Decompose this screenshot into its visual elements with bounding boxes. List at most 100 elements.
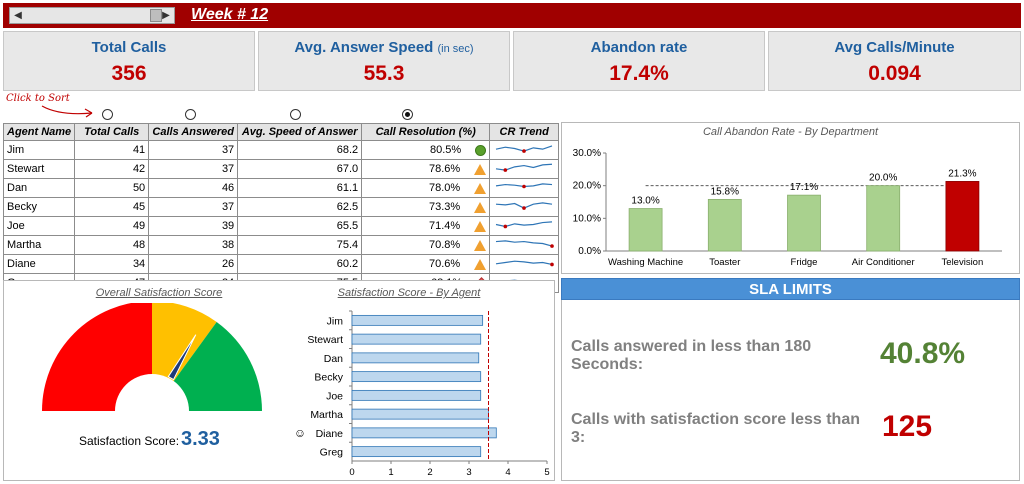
cr-trend-sparkline bbox=[496, 221, 553, 229]
week-label: Week # 12 bbox=[191, 6, 269, 23]
agent-label: Becky bbox=[314, 372, 343, 384]
kpi-label: Total Calls bbox=[91, 39, 167, 56]
abandon-chart-title: Call Abandon Rate - By Department bbox=[702, 126, 879, 138]
agent-bar-greg bbox=[351, 446, 482, 458]
kpi-label: Avg Calls/Minute bbox=[834, 39, 955, 56]
total-calls-cell: 50 bbox=[74, 178, 150, 198]
bar-television bbox=[945, 181, 980, 252]
cr-trend-sparkline bbox=[496, 240, 554, 248]
bar-fridge bbox=[787, 194, 821, 252]
status-yellow-icon bbox=[474, 182, 487, 194]
agent-name-cell: Joe bbox=[2, 216, 76, 236]
click-to-sort-hint: Click to Sort bbox=[6, 93, 70, 104]
x-tick-label: 3 bbox=[466, 467, 471, 478]
call-resolution-value: 70.8% bbox=[428, 239, 461, 251]
kpi-sublabel: (in sec) bbox=[437, 43, 474, 55]
cr-trend-sparkline bbox=[496, 202, 553, 210]
kpi-label: Abandon rate bbox=[590, 39, 688, 56]
sort-radio-call-resolution[interactable] bbox=[402, 109, 413, 120]
calls-answered-cell: 39 bbox=[148, 216, 239, 236]
kpi-value: 55.3 bbox=[363, 62, 405, 85]
x-tick-label: 2 bbox=[427, 467, 432, 478]
cr-trend-sparkline bbox=[496, 145, 553, 153]
agent-label: Jim bbox=[327, 315, 344, 327]
agent-bar-jim bbox=[351, 314, 484, 326]
scroll-left-arrow-icon[interactable]: ◀ bbox=[14, 10, 22, 21]
agent-name-cell: Martha bbox=[2, 235, 76, 255]
calls-answered-cell: 26 bbox=[148, 254, 239, 274]
sort-radio-calls-answered[interactable] bbox=[185, 109, 196, 120]
total-calls-cell: 48 bbox=[74, 235, 150, 255]
cr-trend-cell bbox=[489, 235, 560, 255]
sla-title: SLA LIMITS bbox=[561, 278, 1020, 300]
agent-label: Dan bbox=[324, 353, 343, 365]
agent-label: Diane bbox=[316, 428, 344, 440]
kpi-value: 0.094 bbox=[868, 62, 921, 85]
avg-speed-cell: 61.1 bbox=[237, 178, 363, 198]
x-tick-label: 5 bbox=[544, 467, 549, 478]
total-calls-cell: 41 bbox=[74, 140, 150, 160]
category-label: Toaster bbox=[709, 257, 740, 268]
gauge-red-zone bbox=[42, 303, 152, 411]
agent-bar-martha bbox=[351, 408, 489, 420]
call-resolution-value: 78.0% bbox=[428, 182, 461, 194]
gauge-hub bbox=[115, 374, 189, 411]
agent-bar-dan bbox=[351, 352, 480, 364]
table-row: Diane 34 26 60.2 70.6% bbox=[2, 254, 560, 274]
scroll-thumb[interactable] bbox=[150, 9, 162, 22]
calls-answered-cell: 37 bbox=[148, 140, 239, 160]
calls-answered-cell: 37 bbox=[148, 159, 239, 179]
status-yellow-icon bbox=[474, 239, 487, 251]
bar-washing-machine bbox=[628, 208, 663, 252]
table-row: Stewart 42 37 67.0 78.6% bbox=[2, 159, 560, 179]
smiley-icon: ☺ bbox=[294, 426, 306, 440]
total-calls-cell: 45 bbox=[74, 197, 150, 217]
column-header-call-resolution: Call Resolution (%) bbox=[361, 123, 491, 141]
table-row: Jim 41 37 68.2 80.5% bbox=[2, 140, 560, 160]
agent-name-cell: Dan bbox=[2, 178, 76, 198]
bar-value-label: 21.3% bbox=[948, 168, 976, 179]
cr-trend-cell bbox=[489, 178, 560, 198]
table-row: Dan 50 46 61.1 78.0% bbox=[2, 178, 560, 198]
calls-answered-cell: 38 bbox=[148, 235, 239, 255]
abandon-rate-chart: 0.0% 10.0% 20.0% 30.0% 13.0% Washing Machine 1… bbox=[573, 148, 1002, 268]
call-resolution-cell: 70.8% bbox=[361, 235, 491, 255]
agent-table: Agent Name Total Calls Calls Answered Av… bbox=[2, 123, 560, 293]
gauge-title: Overall Satisfaction Score bbox=[95, 287, 223, 299]
sort-radio-total-calls[interactable] bbox=[102, 109, 113, 120]
cr-trend-cell bbox=[489, 140, 560, 160]
call-resolution-value: 71.4% bbox=[428, 220, 461, 232]
sla-low-satisfaction-value: 125 bbox=[882, 410, 933, 443]
column-header-agent-name: Agent Name bbox=[2, 123, 76, 141]
agent-label: Martha bbox=[310, 409, 343, 421]
avg-speed-cell: 67.0 bbox=[237, 159, 363, 179]
status-yellow-icon bbox=[474, 201, 487, 213]
agent-name-cell: Jim bbox=[2, 140, 76, 160]
kpi-card-avg-calls-per-minute: Avg Calls/Minute 0.094 bbox=[768, 31, 1021, 91]
kpi-card-abandon-rate: Abandon rate 17.4% bbox=[513, 31, 765, 91]
week-header-bar: ◀ ▶ Week # 12 bbox=[3, 3, 1021, 28]
satisfaction-panel: Overall Satisfaction Score Satisfaction … bbox=[3, 280, 555, 481]
status-yellow-icon bbox=[474, 258, 487, 270]
bar-value-label: 13.0% bbox=[631, 196, 659, 207]
category-label: Fridge bbox=[791, 257, 818, 268]
total-calls-cell: 42 bbox=[74, 159, 150, 179]
avg-speed-cell: 75.4 bbox=[237, 235, 363, 255]
table-row: Joe 49 39 65.5 71.4% bbox=[2, 216, 560, 236]
call-resolution-cell: 73.3% bbox=[361, 197, 491, 217]
sort-hint-arrow-icon bbox=[41, 105, 93, 118]
kpi-card-total-calls: Total Calls 356 bbox=[3, 31, 255, 91]
sla-answered-value: 40.8% bbox=[880, 337, 966, 370]
agent-label: Stewart bbox=[307, 334, 343, 346]
cr-trend-cell bbox=[489, 254, 560, 274]
satisfaction-by-agent-chart: 0 1 2 3 4 5 Jim Stewart Dan Becky Joe Martha Diane ☺ G… bbox=[294, 310, 550, 478]
cr-trend-sparkline bbox=[496, 183, 553, 189]
bar-air-conditioner bbox=[866, 185, 901, 252]
calls-answered-cell: 37 bbox=[148, 197, 239, 217]
avg-speed-cell: 62.5 bbox=[237, 197, 363, 217]
scroll-right-arrow-icon[interactable]: ▶ bbox=[162, 10, 170, 21]
week-scrollbar[interactable]: ◀ ▶ bbox=[9, 7, 175, 24]
sort-radio-avg-speed[interactable] bbox=[290, 109, 301, 120]
y-tick-label: 20.0% bbox=[573, 181, 601, 192]
call-resolution-value: 70.6% bbox=[428, 258, 461, 270]
